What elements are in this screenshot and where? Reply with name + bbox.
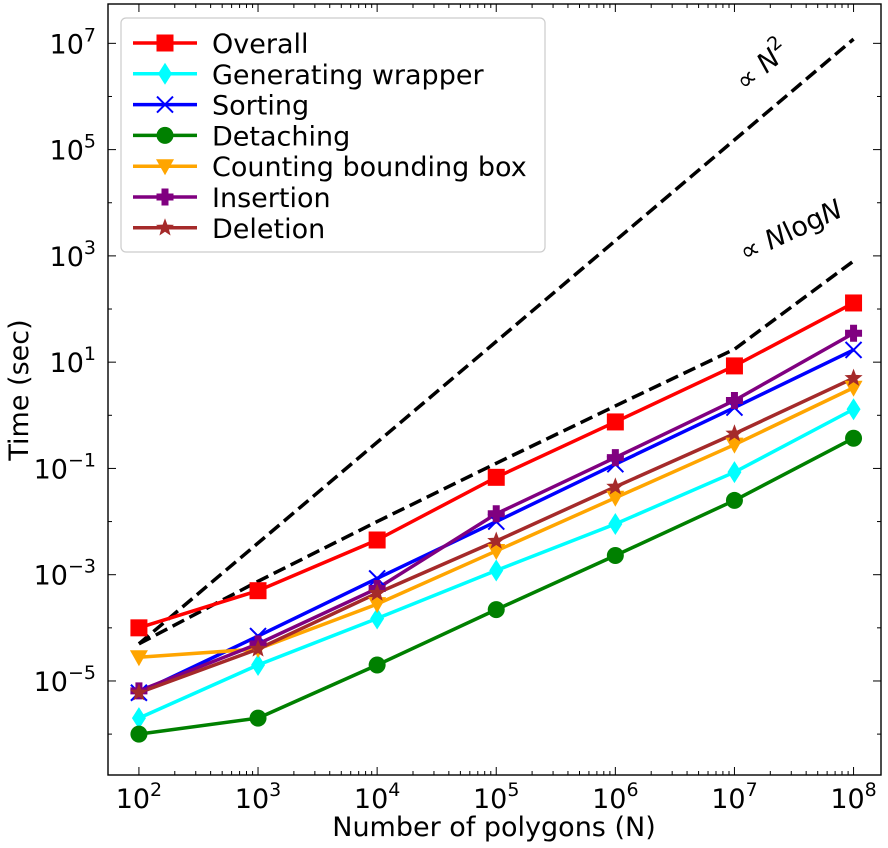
- data-point-deletion: [844, 368, 863, 386]
- data-point-generating-wrapper: [727, 461, 742, 484]
- data-point-generating-wrapper: [131, 707, 146, 730]
- data-point-overall: [487, 468, 505, 486]
- legend-label: Counting bounding box: [212, 152, 527, 183]
- data-point-detaching: [249, 709, 267, 727]
- x-tick-label: 104: [354, 779, 400, 815]
- y-tick-label: 10−3: [34, 556, 96, 592]
- data-point-overall: [606, 413, 624, 431]
- data-point-deletion: [368, 583, 387, 601]
- y-tick-label: 103: [50, 237, 96, 273]
- data-point-detaching: [725, 491, 743, 509]
- data-point-counting-bounding-box: [725, 437, 744, 454]
- legend-item-sorting: Sorting: [133, 91, 309, 122]
- legend-swatch-marker: [156, 159, 174, 176]
- legend-frame: [120, 17, 546, 253]
- y-tick-label: 10−1: [34, 449, 96, 485]
- legend-item-generating-wrapper: Generating wrapper: [133, 60, 484, 91]
- legend-swatch-marker: [156, 188, 174, 206]
- x-tick-label: 107: [711, 779, 757, 815]
- y-tick-label: 107: [50, 24, 96, 60]
- data-point-deletion: [487, 531, 506, 549]
- data-point-insertion: [606, 449, 624, 467]
- x-tick-label: 102: [116, 779, 162, 815]
- data-point-insertion: [725, 391, 743, 409]
- data-point-sorting: [844, 341, 863, 359]
- data-point-detaching: [368, 656, 386, 674]
- legend-swatch-marker: [158, 62, 172, 85]
- data-point-counting-bounding-box: [606, 490, 625, 507]
- data-point-insertion: [845, 324, 863, 342]
- series-markers: [129, 294, 863, 743]
- legend-label: Insertion: [212, 183, 331, 214]
- axes: [107, 3, 882, 776]
- reference-line-1: [137, 37, 855, 646]
- legend-item-deletion: Deletion: [133, 214, 325, 245]
- legend-item-detaching: Detaching: [133, 121, 350, 152]
- x-tick-label: 105: [473, 779, 519, 815]
- data-point-generating-wrapper: [489, 559, 504, 582]
- reference-label-n-squared: ∝ N2: [726, 31, 795, 97]
- legend-item-overall: Overall: [133, 29, 309, 60]
- legend-label: Generating wrapper: [212, 60, 484, 91]
- data-point-detaching: [845, 429, 863, 447]
- plot-frame: [107, 3, 882, 776]
- data-point-detaching: [487, 601, 505, 619]
- legend-swatch-marker: [155, 218, 175, 236]
- data-point-generating-wrapper: [608, 512, 623, 535]
- data-point-counting-bounding-box: [844, 380, 863, 397]
- x-tick-label: 108: [830, 779, 876, 815]
- legend-swatch-marker: [156, 34, 174, 52]
- legend-item-insertion: Insertion: [133, 183, 331, 214]
- data-point-overall: [130, 619, 148, 637]
- data-point-counting-bounding-box: [368, 597, 387, 614]
- reference-line-2: [138, 259, 855, 646]
- data-point-deletion: [248, 639, 268, 657]
- data-point-deletion: [129, 683, 148, 701]
- data-point-insertion: [487, 505, 505, 523]
- legend-item-counting-bounding-box: Counting bounding box: [133, 152, 527, 183]
- legend-label: Deletion: [212, 214, 325, 245]
- data-point-detaching: [130, 725, 148, 743]
- data-point-deletion: [606, 477, 625, 495]
- data-point-overall: [368, 531, 386, 549]
- data-point-sorting: [368, 569, 386, 588]
- legend-label: Overall: [212, 29, 309, 60]
- data-point-generating-wrapper: [370, 607, 385, 630]
- x-tick-label: 103: [235, 779, 281, 815]
- data-point-overall: [845, 294, 863, 312]
- legend-label: Sorting: [212, 91, 309, 122]
- y-tick-label: 10−5: [34, 662, 96, 698]
- data-point-generating-wrapper: [846, 398, 861, 421]
- data-point-overall: [725, 357, 743, 375]
- y-axis-ticks: 10−5 10−3 10−1 101 103 105 107: [34, 24, 881, 735]
- y-tick-label: 105: [50, 131, 96, 167]
- data-point-counting-bounding-box: [129, 650, 148, 667]
- x-axis-ticks: 102 103 104 105 106 107 108: [116, 4, 877, 815]
- y-axis-label: Time (sec): [4, 319, 35, 461]
- data-point-generating-wrapper: [251, 653, 266, 676]
- reference-label-n-log-n: ∝ NlogN: [735, 194, 847, 268]
- legend-swatch-marker: [156, 95, 174, 114]
- data-point-overall: [249, 582, 267, 600]
- legend-swatch-marker: [156, 126, 174, 144]
- x-tick-label: 106: [592, 779, 638, 815]
- reference-line-labels: ∝ N2 ∝ NlogN: [726, 31, 848, 268]
- reference-lines: [137, 37, 855, 646]
- y-tick-label: 101: [50, 343, 96, 379]
- x-axis-label: Number of polygons (N): [332, 812, 655, 843]
- data-point-detaching: [606, 546, 624, 564]
- data-point-deletion: [725, 424, 744, 442]
- legend-label: Detaching: [212, 121, 350, 152]
